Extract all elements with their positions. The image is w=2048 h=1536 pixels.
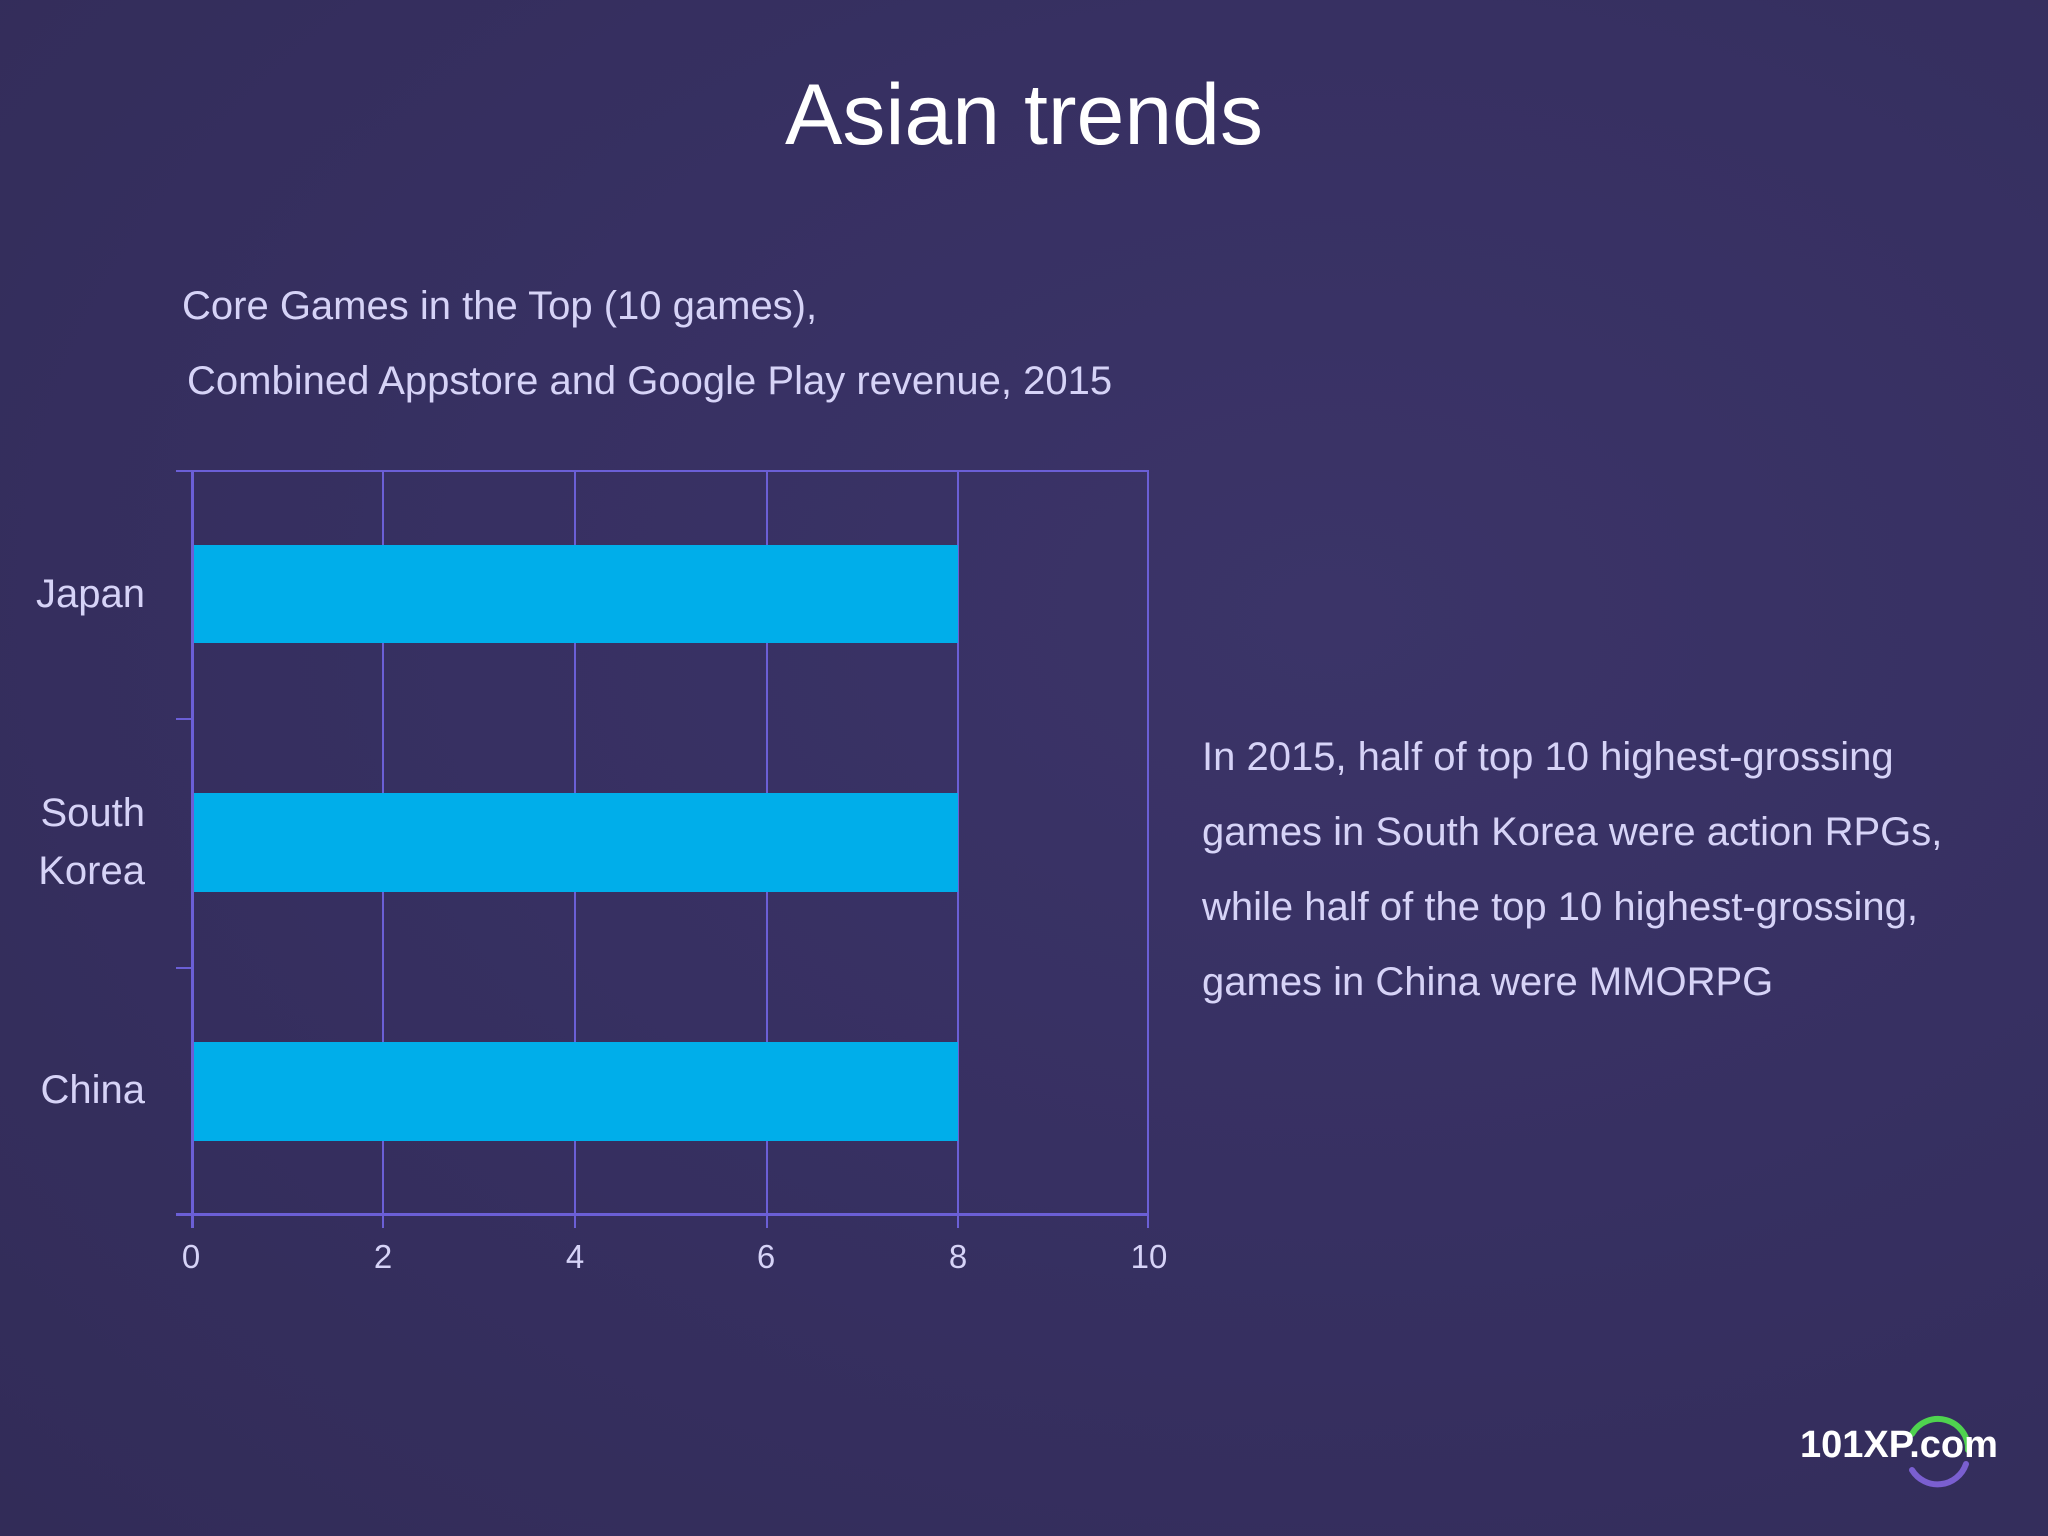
plot-right-border bbox=[1147, 470, 1149, 1216]
category-label-text: South bbox=[40, 791, 145, 835]
logo-text-suffix: .com bbox=[1909, 1424, 1998, 1466]
x-tick-label-2: 2 bbox=[373, 1238, 393, 1275]
slide-title: Asian trends bbox=[784, 67, 1264, 163]
category-label-text: Korea bbox=[38, 849, 145, 893]
category-tick-top bbox=[176, 470, 191, 472]
bar-japan bbox=[193, 545, 958, 643]
x-tick-4 bbox=[574, 1216, 576, 1228]
x-tick-6 bbox=[766, 1216, 768, 1228]
category-label-text: Japan bbox=[36, 572, 145, 616]
x-tick-2 bbox=[382, 1216, 384, 1228]
category-label-south-korea: South Korea bbox=[38, 784, 145, 900]
chart-subtitle-line2: Combined Appstore and Google Play revenu… bbox=[187, 359, 1113, 403]
chart-subtitle-line1: Core Games in the Top (10 games), bbox=[182, 284, 818, 328]
x-tick-label-10: 10 bbox=[1130, 1238, 1168, 1275]
insight-note: In 2015, half of top 10 highest-grossing… bbox=[1202, 720, 2022, 1020]
note-line: games in South Korea were action RPGs, bbox=[1202, 810, 1943, 854]
x-tick-label-0: 0 bbox=[181, 1238, 201, 1275]
plot-top-border bbox=[176, 470, 1149, 472]
category-label-china: China bbox=[40, 1061, 145, 1119]
bar-china bbox=[193, 1042, 958, 1141]
gridline-8 bbox=[957, 470, 959, 1216]
x-tick-10 bbox=[1147, 1216, 1149, 1228]
logo-text: 101XP.com bbox=[1800, 1424, 1998, 1467]
bar-chart-plot-area bbox=[176, 470, 1149, 1228]
x-axis-line bbox=[176, 1213, 1149, 1216]
x-tick-label-8: 8 bbox=[948, 1238, 968, 1275]
note-line: In 2015, half of top 10 highest-grossing bbox=[1202, 735, 1894, 779]
x-tick-label-4: 4 bbox=[565, 1238, 585, 1275]
note-line: while half of the top 10 highest-grossin… bbox=[1202, 885, 1918, 929]
x-tick-label-6: 6 bbox=[756, 1238, 776, 1275]
logo-ring-icon bbox=[1909, 1415, 1972, 1488]
logo-text-main: 101XP bbox=[1800, 1424, 1910, 1466]
bar-south-korea bbox=[193, 793, 958, 892]
category-tick-1 bbox=[176, 718, 191, 720]
brand-logo: 101XP.com bbox=[1800, 1412, 2010, 1488]
x-tick-8 bbox=[957, 1216, 959, 1228]
category-tick-2 bbox=[176, 967, 191, 969]
category-label-japan: Japan bbox=[36, 565, 145, 623]
note-line: games in China were MMORPG bbox=[1202, 960, 1774, 1004]
category-label-text: China bbox=[40, 1068, 145, 1112]
y-axis-line bbox=[191, 470, 194, 1228]
